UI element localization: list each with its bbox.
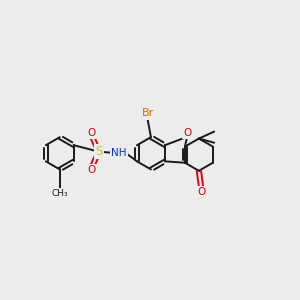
Text: O: O (87, 128, 96, 138)
Text: O: O (183, 128, 191, 138)
Text: CH₃: CH₃ (51, 189, 68, 198)
Text: O: O (87, 165, 96, 176)
Text: O: O (197, 187, 205, 197)
Text: NH: NH (111, 148, 127, 158)
Text: Br: Br (142, 109, 154, 118)
Text: S: S (95, 145, 102, 158)
